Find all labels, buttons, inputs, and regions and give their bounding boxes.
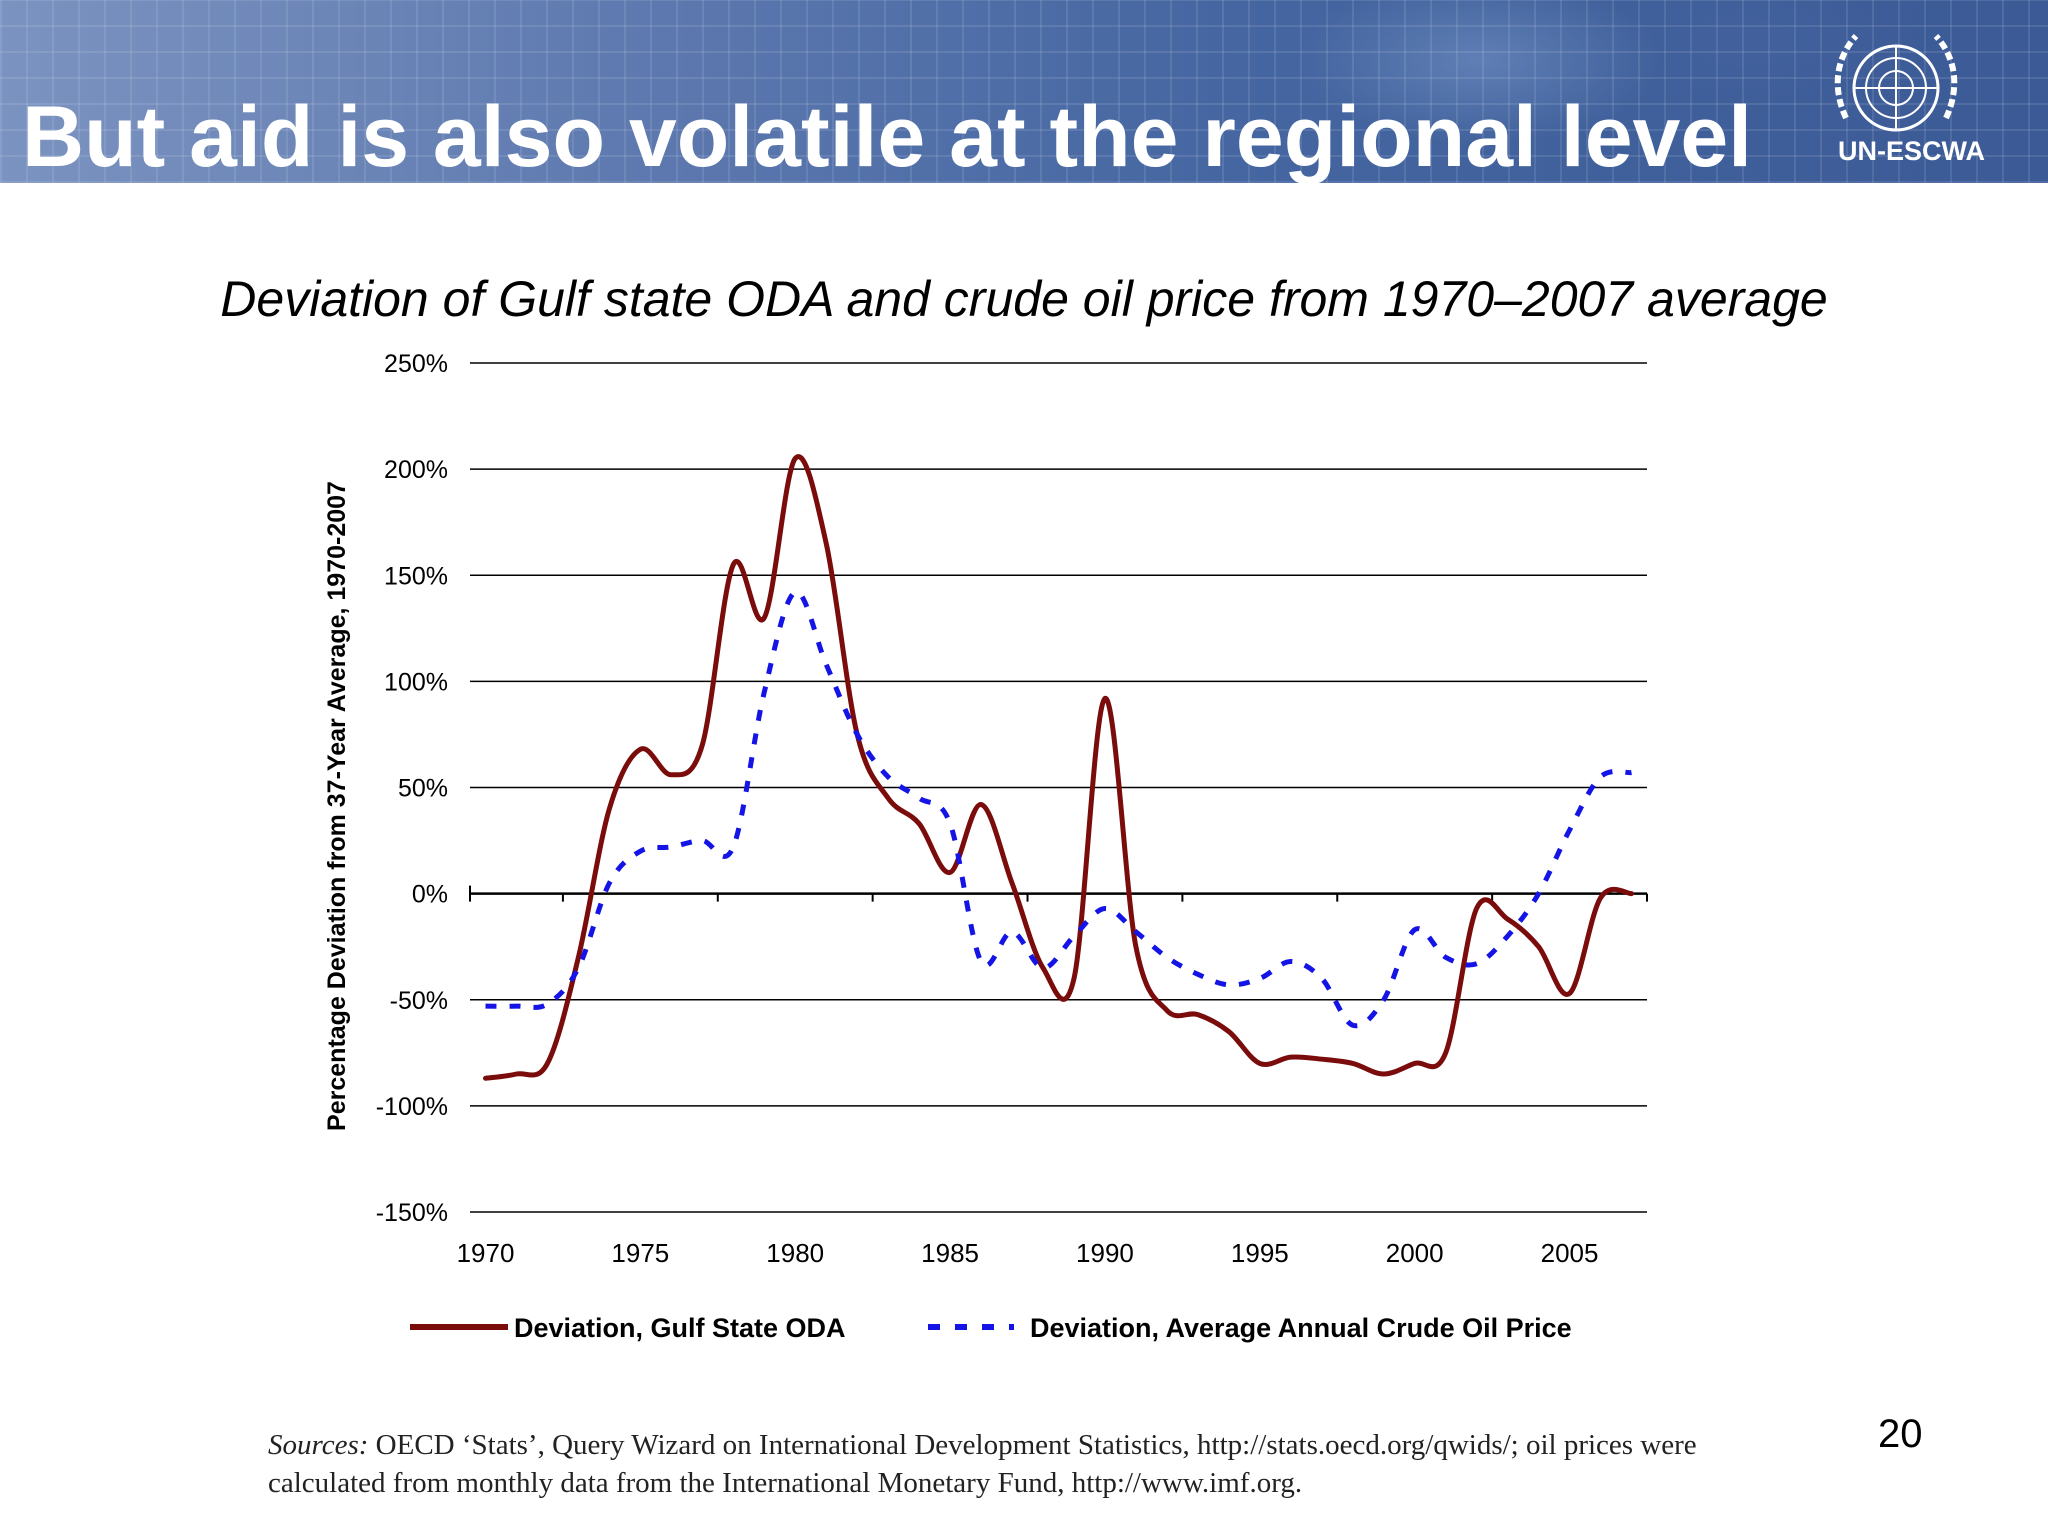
y-tick-label: 100%: [384, 668, 448, 696]
x-tick-label: 1995: [1231, 1238, 1289, 1268]
legend-label-oil-price: Deviation, Average Annual Crude Oil Pric…: [1030, 1313, 1572, 1343]
y-tick-label: -150%: [376, 1199, 448, 1227]
legend: Deviation, Gulf State ODA Deviation, Aver…: [410, 1313, 1572, 1343]
oil-price-data-point: [1226, 982, 1232, 988]
y-tick-label: 200%: [384, 456, 448, 484]
x-tick-label: 1970: [457, 1238, 515, 1268]
y-tick-label: -100%: [376, 1093, 448, 1121]
oil-price-data-point: [1164, 954, 1170, 960]
x-tick-label: 1990: [1076, 1238, 1134, 1268]
axes: [469, 885, 1648, 902]
y-tick-label: 150%: [384, 562, 448, 590]
x-tick-label: 1980: [766, 1238, 824, 1268]
oil-price-data-point: [947, 821, 953, 827]
oil-price-data-point: [730, 844, 736, 850]
y-tick-label: 50%: [398, 775, 448, 803]
oil-price-data-point: [978, 959, 984, 965]
axis-labels: 250% 200% 150% 100% 50% 0% -50% -100% -150% 1970 1…: [323, 350, 1598, 1268]
oda-deviation-line: [483, 454, 1634, 1081]
series-lines: [483, 454, 1634, 1081]
oil-price-data-point: [792, 589, 798, 595]
x-tick-label: 1985: [921, 1238, 979, 1268]
slide-title: But aid is also volatile at the regional…: [22, 89, 1753, 185]
y-tick-label: 250%: [384, 350, 448, 378]
oil-price-data-point: [1071, 933, 1077, 939]
title-banner: [0, 0, 2048, 183]
chart-title: Deviation of Gulf state ODA and crude oi…: [220, 271, 1828, 327]
un-emblem-icon: [1834, 33, 1958, 132]
y-tick-label: -50%: [390, 987, 448, 1015]
sources-text: OECD ‘Stats’, Query Wizard on Internatio…: [268, 1429, 1697, 1499]
x-tick-label: 1975: [611, 1238, 669, 1268]
x-tick-label: 2000: [1386, 1238, 1444, 1268]
logo-text: UN-ESCWA: [1838, 136, 1985, 166]
gridlines: [470, 362, 1647, 1213]
oil-price-data-point: [1009, 929, 1015, 935]
banner-grid-pattern: [0, 0, 2048, 183]
x-tick-label: 2005: [1541, 1238, 1599, 1268]
oil-price-data-point: [544, 1001, 550, 1007]
y-tick-label: 0%: [412, 881, 448, 909]
sources-note: Sources: OECD ‘Stats’, Query Wizard on I…: [268, 1426, 1788, 1502]
y-axis-title: Percentage Deviation from 37-Year Averag…: [323, 481, 351, 1131]
legend-label-oda: Deviation, Gulf State ODA: [514, 1313, 846, 1343]
sources-lead: Sources:: [268, 1429, 369, 1461]
oil-price-data-point: [668, 844, 674, 850]
oil-price-deviation-line: [485, 589, 1632, 1029]
page-number: 20: [1878, 1412, 1923, 1456]
